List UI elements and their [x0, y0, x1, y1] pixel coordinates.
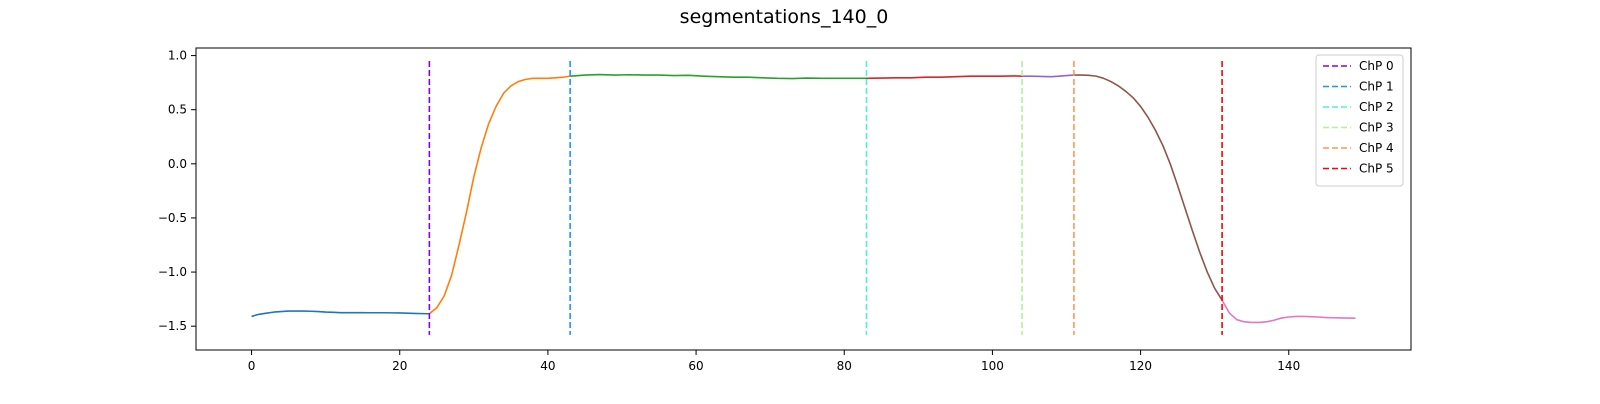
x-tick-label: 0: [248, 359, 256, 373]
y-axis: 1.0 0.5 0.0 −0.5 −1.0 −1.5: [158, 49, 196, 333]
x-tick-label: 20: [392, 359, 407, 373]
legend-label: ChP 3: [1359, 121, 1394, 135]
x-tick-label: 140: [1277, 359, 1300, 373]
series-line-4: [1022, 74, 1074, 78]
plot-lines: [251, 73, 1356, 324]
y-tick-label: −1.5: [158, 319, 187, 333]
x-tick-label: 40: [540, 359, 555, 373]
y-tick-label: 0.0: [168, 157, 187, 171]
series-line-2: [570, 73, 867, 80]
x-tick-label: 100: [981, 359, 1004, 373]
legend-label: ChP 2: [1359, 100, 1394, 114]
y-tick-label: −1.0: [158, 265, 187, 279]
legend-label: ChP 0: [1359, 59, 1394, 73]
y-tick-label: −0.5: [158, 211, 187, 225]
x-axis: 0 20 40 60 80 100 120 140: [248, 350, 1300, 373]
series-line-5: [1073, 74, 1223, 301]
axes-frame: [195, 47, 1412, 351]
series-line-6: [1221, 299, 1356, 324]
x-tick-label: 60: [688, 359, 703, 373]
y-tick-label: 0.5: [168, 103, 187, 117]
series-line-1: [428, 75, 571, 315]
legend-label: ChP 4: [1359, 141, 1394, 155]
x-tick-label: 80: [837, 359, 852, 373]
y-tick-label: 1.0: [168, 49, 187, 63]
chart-title: segmentations_140_0: [680, 6, 889, 28]
legend: ChP 0 ChP 1 ChP 2 ChP 3 ChP 4 ChP 5: [1315, 54, 1404, 187]
x-tick-label: 120: [1129, 359, 1152, 373]
series-line-0: [251, 310, 430, 318]
legend-box: [1315, 54, 1404, 187]
changepoint-lines: [428, 60, 1223, 335]
legend-label: ChP 5: [1359, 162, 1394, 176]
legend-label: ChP 1: [1359, 80, 1394, 94]
series-line-3: [866, 75, 1023, 80]
